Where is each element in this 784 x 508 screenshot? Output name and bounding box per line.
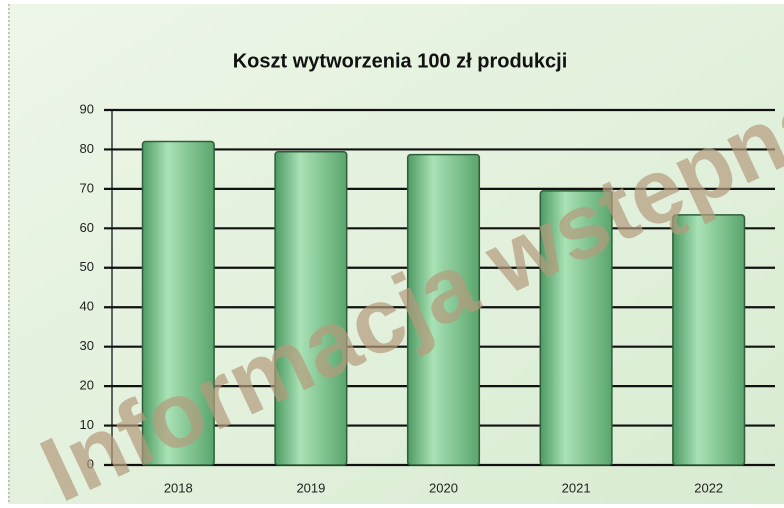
y-tick-label: 30 xyxy=(80,338,94,353)
y-tick-label: 10 xyxy=(80,417,94,432)
x-tick-label: 2021 xyxy=(562,480,591,495)
bar xyxy=(141,140,215,466)
y-tick-label: 0 xyxy=(87,456,94,471)
background xyxy=(8,4,784,504)
y-tick-label: 50 xyxy=(80,259,94,274)
y-tick-label: 40 xyxy=(80,299,94,314)
y-tick-label: 20 xyxy=(80,378,94,393)
x-tick-label: 2020 xyxy=(429,480,458,495)
x-tick-label: 2019 xyxy=(296,480,325,495)
bar xyxy=(672,214,746,466)
chart-title: Koszt wytworzenia 100 zł produkcji xyxy=(233,50,568,72)
x-tick-label: 2022 xyxy=(694,480,723,495)
y-tick-label: 80 xyxy=(80,141,94,156)
bar xyxy=(539,190,613,466)
bar xyxy=(274,151,348,466)
bar xyxy=(406,153,481,466)
x-tick-label: 2018 xyxy=(164,480,193,495)
y-tick-label: 90 xyxy=(80,101,94,116)
y-tick-label: 70 xyxy=(80,180,94,195)
y-tick-label: 60 xyxy=(80,220,94,235)
